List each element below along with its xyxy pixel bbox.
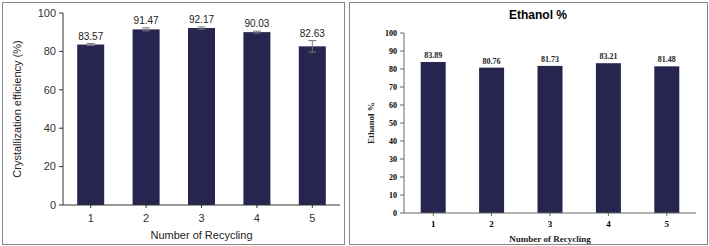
data-label: 81.73 [541, 55, 559, 64]
y-tick [400, 105, 404, 106]
x-tick-label: 4 [606, 219, 611, 229]
bar [243, 32, 270, 205]
y-tick [59, 51, 63, 52]
data-label: 83.89 [424, 51, 442, 60]
y-tick-label: 80 [389, 65, 397, 74]
data-label: 90.03 [244, 18, 269, 29]
bars [421, 62, 680, 213]
x-axis-label: Number of Recycling [150, 229, 252, 241]
x-tick [608, 213, 609, 216]
y-tick-label: 90 [389, 47, 397, 56]
x-tick [491, 213, 492, 216]
y-tick [59, 128, 63, 129]
data-label: 91.47 [134, 15, 159, 26]
y-axis [63, 13, 64, 205]
chart-title: Ethanol % [509, 8, 567, 22]
data-label: 83.21 [599, 52, 617, 61]
x-tick-label: 1 [431, 219, 436, 229]
y-tick-label: 40 [44, 122, 56, 134]
y-tick-label: 70 [389, 83, 397, 92]
panel-frame [350, 3, 708, 245]
data-label: 80.76 [483, 57, 501, 66]
y-tick [400, 159, 404, 160]
y-tick-label: 60 [389, 101, 397, 110]
y-axis-label: Ethanol % [366, 102, 376, 144]
bar [77, 45, 104, 205]
bar [421, 62, 446, 213]
y-tick [400, 123, 404, 124]
x-tick [146, 205, 147, 208]
y-tick [400, 69, 404, 70]
y-tick [400, 87, 404, 88]
error-bar [142, 28, 150, 31]
y-tick [59, 13, 63, 14]
y-tick [400, 213, 404, 214]
y-tick-label: 60 [44, 84, 56, 96]
y-tick-label: 40 [389, 137, 397, 146]
x-tick [666, 213, 667, 216]
x-tick-label: 5 [665, 219, 670, 229]
x-tick-label: 4 [254, 212, 260, 224]
chart-panel: 0 20 40 60 80 100 83.57 91.47 92.17 90.03 82.63 1 2 3… [3, 3, 345, 245]
y-tick-label: 50 [389, 119, 397, 128]
x-tick [90, 205, 91, 208]
bar [299, 46, 326, 205]
bar [596, 63, 621, 213]
y-tick [59, 89, 63, 90]
x-axis-label: Number of Recycling [509, 234, 591, 244]
x-tick-label: 2 [489, 219, 494, 229]
x-tick-label: 1 [88, 212, 94, 224]
x-tick-label: 3 [198, 212, 204, 224]
x-tick [433, 213, 434, 216]
chart-panel: Ethanol % 0 10 20 30 40 50 60 70 80 90 100 83.89 80.7… [350, 3, 708, 245]
y-tick [59, 166, 63, 167]
error-bar [253, 31, 261, 33]
data-label: 92.17 [189, 14, 214, 25]
y-tick-label: 80 [44, 45, 56, 57]
data-label: 82.63 [300, 28, 325, 39]
y-tick [400, 141, 404, 142]
bar [188, 28, 215, 205]
bar [133, 29, 160, 205]
bars [77, 27, 326, 205]
y-tick-label: 30 [389, 155, 397, 164]
y-tick-label: 100 [38, 7, 56, 19]
figure: 02040608010083.5791.4792.1790.0382.63123… [0, 0, 709, 246]
y-tick-label: 0 [50, 199, 56, 211]
y-tick-label: 20 [389, 173, 397, 182]
y-axis-label: Crystallization efficiency (%) [11, 40, 23, 177]
y-axis [404, 33, 405, 213]
y-tick [59, 205, 63, 206]
error-bar [87, 44, 95, 46]
y-tick [400, 195, 404, 196]
error-bar [308, 41, 316, 53]
x-tick-label: 2 [143, 212, 149, 224]
bar [538, 66, 563, 213]
error-bar [198, 27, 206, 29]
panel-frame [3, 3, 345, 245]
y-tick-label: 10 [389, 191, 397, 200]
y-tick [400, 177, 404, 178]
x-tick-label: 5 [309, 212, 315, 224]
y-tick-label: 0 [393, 209, 397, 218]
data-label: 81.48 [658, 55, 676, 64]
x-tick-label: 3 [548, 219, 553, 229]
x-tick [312, 205, 313, 208]
x-tick [550, 213, 551, 216]
x-tick [256, 205, 257, 208]
y-tick [400, 51, 404, 52]
y-tick-label: 20 [44, 160, 56, 172]
bar [654, 66, 679, 213]
data-label: 83.57 [78, 31, 103, 42]
y-tick [400, 33, 404, 34]
x-tick [201, 205, 202, 208]
bar [479, 68, 504, 213]
y-tick-label: 100 [385, 29, 397, 38]
